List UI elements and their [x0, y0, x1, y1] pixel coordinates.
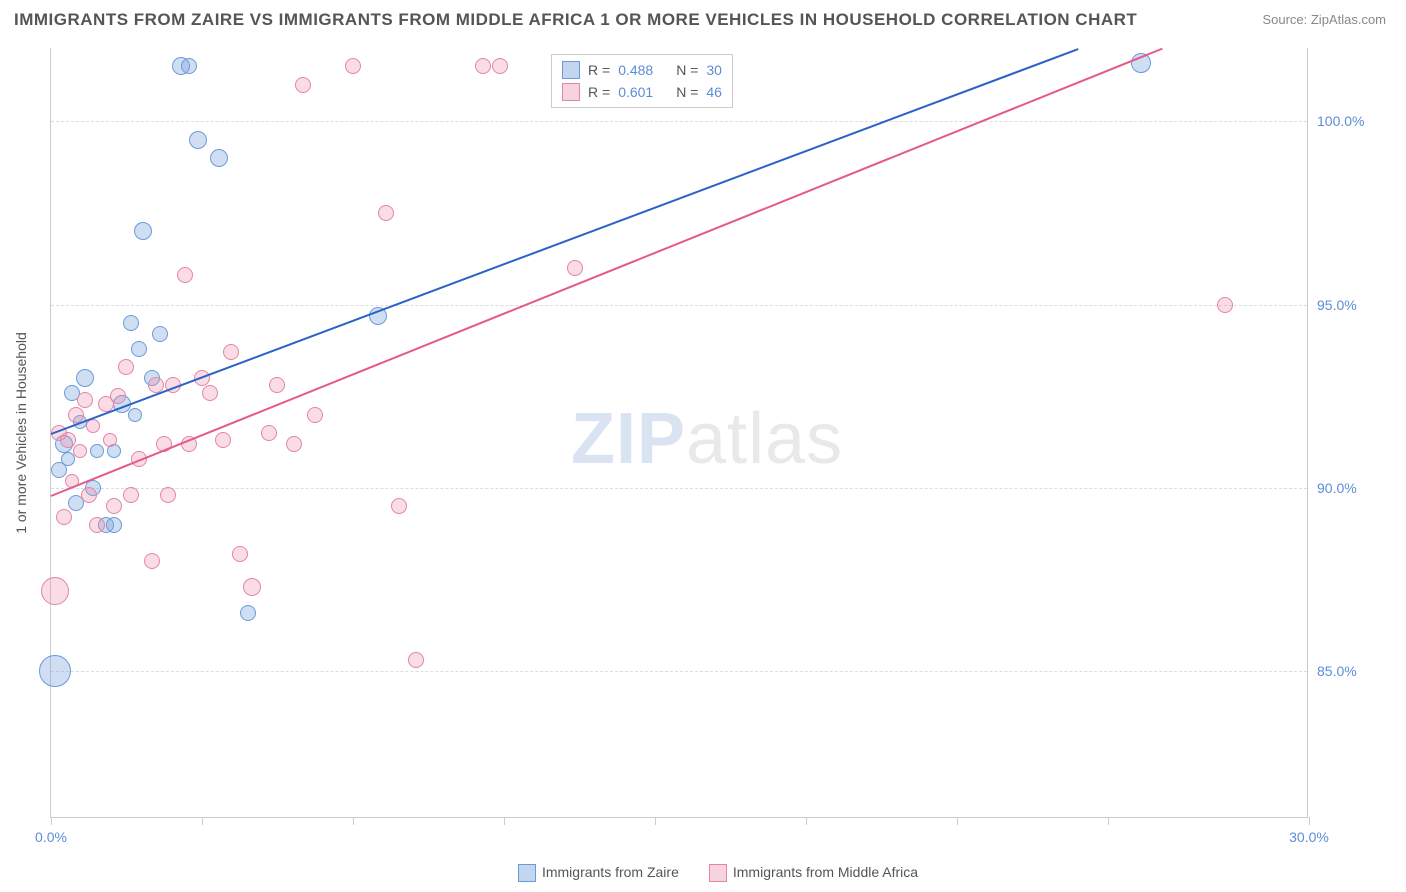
plot-area: 1 or more Vehicles in Household ZIPatlas… — [50, 48, 1308, 818]
gridline-h — [51, 305, 1307, 306]
gridline-h — [51, 488, 1307, 489]
scatter-point — [189, 131, 207, 149]
scatter-point — [76, 369, 94, 387]
scatter-point — [492, 58, 508, 74]
xtick — [504, 817, 505, 825]
scatter-point — [152, 326, 168, 342]
xtick — [353, 817, 354, 825]
scatter-point — [128, 408, 142, 422]
legend-n-label: N = — [676, 62, 698, 78]
scatter-point — [269, 377, 285, 393]
legend-r-label: R = — [588, 84, 610, 100]
scatter-point — [181, 58, 197, 74]
scatter-point — [307, 407, 323, 423]
scatter-point — [118, 359, 134, 375]
legend-n-value: 30 — [706, 62, 722, 78]
legend-r-value: 0.488 — [618, 62, 668, 78]
scatter-point — [378, 205, 394, 221]
scatter-point — [123, 487, 139, 503]
legend-n-value: 46 — [706, 84, 722, 100]
gridline-h — [51, 671, 1307, 672]
xtick — [957, 817, 958, 825]
xtick — [51, 817, 52, 825]
scatter-point — [223, 344, 239, 360]
legend-n-label: N = — [676, 84, 698, 100]
xtick-label: 30.0% — [1289, 829, 1329, 845]
ytick-label: 85.0% — [1317, 663, 1377, 679]
scatter-point — [286, 436, 302, 452]
scatter-point — [475, 58, 491, 74]
ytick-label: 90.0% — [1317, 480, 1377, 496]
xtick — [202, 817, 203, 825]
scatter-point — [123, 315, 139, 331]
scatter-point — [391, 498, 407, 514]
legend-swatch — [518, 864, 536, 882]
scatter-point — [81, 487, 97, 503]
xtick — [806, 817, 807, 825]
scatter-point — [56, 509, 72, 525]
scatter-point — [90, 444, 104, 458]
watermark-zip: ZIP — [571, 399, 686, 479]
xtick — [1108, 817, 1109, 825]
scatter-point — [73, 444, 87, 458]
legend-r-label: R = — [588, 62, 610, 78]
scatter-point — [232, 546, 248, 562]
scatter-point — [131, 341, 147, 357]
scatter-point — [144, 553, 160, 569]
scatter-point — [60, 432, 76, 448]
legend-swatch — [562, 83, 580, 101]
legend-series: Immigrants from Zaire Immigrants from Mid… — [0, 864, 1406, 882]
scatter-point — [202, 385, 218, 401]
legend-row: R = 0.601 N = 46 — [562, 81, 722, 103]
scatter-point — [89, 517, 105, 533]
xtick — [655, 817, 656, 825]
scatter-point — [103, 433, 117, 447]
scatter-point — [177, 267, 193, 283]
scatter-point — [134, 222, 152, 240]
scatter-point — [106, 498, 122, 514]
scatter-point — [77, 392, 93, 408]
xtick — [1309, 817, 1310, 825]
scatter-point — [345, 58, 361, 74]
legend-row: R = 0.488 N = 30 — [562, 59, 722, 81]
scatter-point — [215, 432, 231, 448]
scatter-point — [408, 652, 424, 668]
watermark: ZIPatlas — [571, 398, 843, 480]
legend-correlation: R = 0.488 N = 30 R = 0.601 N = 46 — [551, 54, 733, 108]
legend-r-value: 0.601 — [618, 84, 668, 100]
scatter-point — [160, 487, 176, 503]
ytick-label: 100.0% — [1317, 113, 1377, 129]
legend-series-label: Immigrants from Middle Africa — [733, 864, 918, 880]
scatter-point — [210, 149, 228, 167]
xtick-label: 0.0% — [35, 829, 67, 845]
scatter-point — [567, 260, 583, 276]
regression-line — [51, 48, 1163, 497]
y-axis-label: 1 or more Vehicles in Household — [13, 332, 29, 534]
scatter-point — [41, 577, 69, 605]
watermark-atlas: atlas — [686, 399, 843, 479]
scatter-point — [295, 77, 311, 93]
scatter-point — [61, 452, 75, 466]
legend-swatch — [562, 61, 580, 79]
scatter-point — [240, 605, 256, 621]
legend-series-label: Immigrants from Zaire — [542, 864, 679, 880]
scatter-point — [261, 425, 277, 441]
ytick-label: 95.0% — [1317, 297, 1377, 313]
legend-swatch — [709, 864, 727, 882]
scatter-point — [110, 388, 126, 404]
scatter-point — [243, 578, 261, 596]
scatter-point — [39, 655, 71, 687]
source-label: Source: ZipAtlas.com — [1262, 12, 1386, 27]
chart-title: IMMIGRANTS FROM ZAIRE VS IMMIGRANTS FROM… — [14, 10, 1137, 30]
scatter-point — [1217, 297, 1233, 313]
scatter-point — [106, 517, 122, 533]
gridline-h — [51, 121, 1307, 122]
